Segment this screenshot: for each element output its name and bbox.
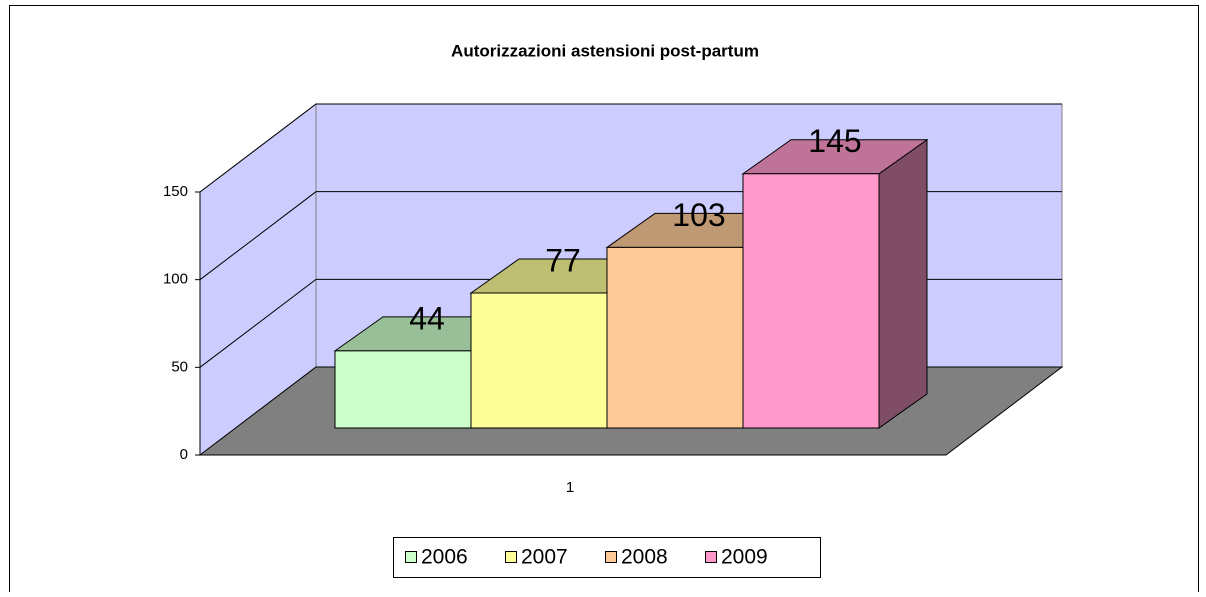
legend-swatch (705, 551, 717, 563)
legend-label: 2009 (721, 546, 768, 569)
bar (742, 173, 880, 429)
value-label: 103 (672, 197, 725, 233)
legend-label: 2008 (621, 546, 668, 569)
chart-title: Autorizzazioni astensioni post-partum (451, 41, 759, 60)
grid-line (199, 103, 1062, 193)
bar (334, 350, 472, 429)
y-tick-label: 0 (180, 446, 188, 463)
bar-side (878, 138, 928, 429)
legend-swatch (505, 551, 517, 563)
x-tick-label: 1 (566, 479, 574, 496)
y-tick-label: 150 (163, 183, 188, 200)
y-tick-label: 100 (163, 271, 188, 288)
bar (606, 246, 744, 429)
value-label: 77 (545, 242, 581, 278)
value-label: 44 (409, 300, 445, 336)
value-label: 145 (808, 123, 861, 159)
legend-label: 2006 (421, 546, 468, 569)
legend-label: 2007 (521, 546, 568, 569)
y-tick-label: 50 (171, 358, 188, 375)
legend-swatch (405, 551, 417, 563)
legend-swatch (605, 551, 617, 563)
bar (470, 292, 608, 429)
